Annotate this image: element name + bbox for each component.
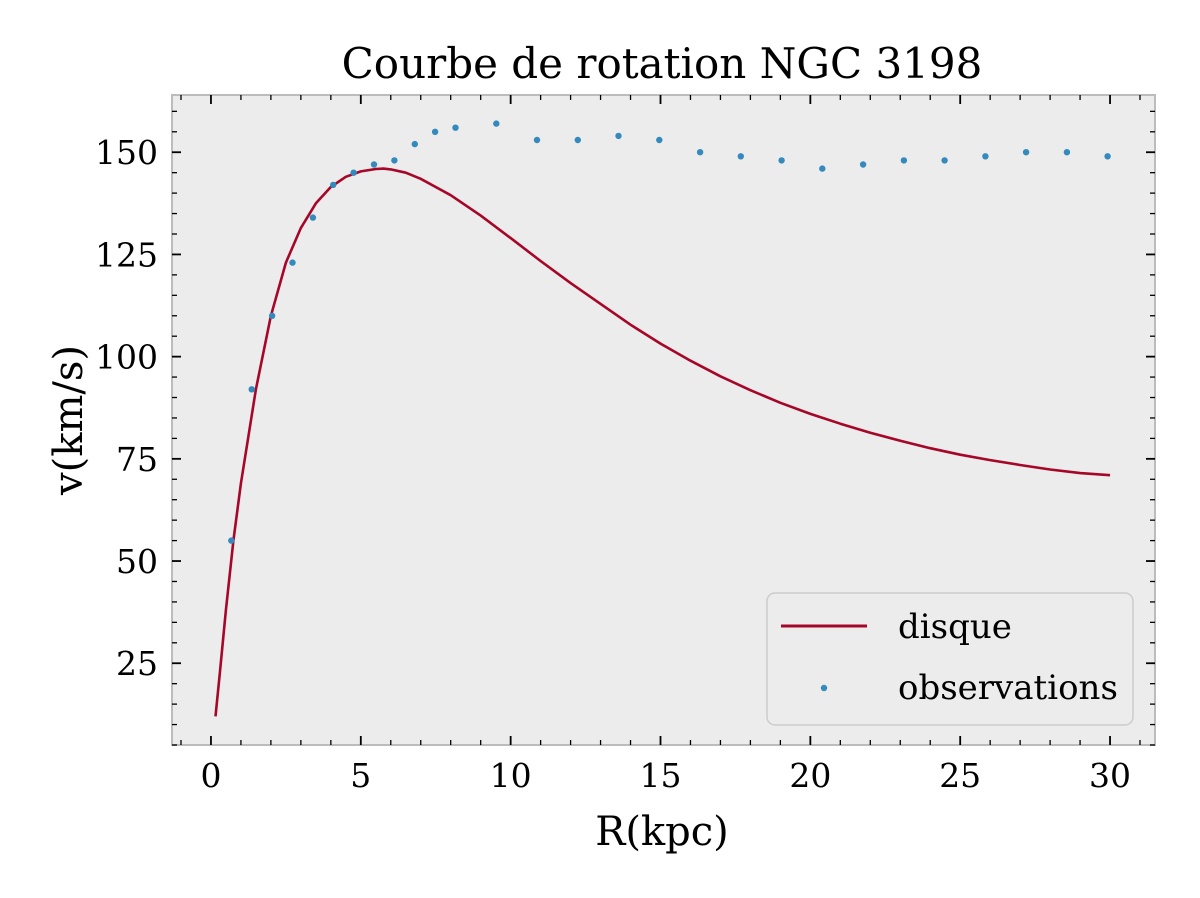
data-point-observations	[900, 157, 908, 164]
data-point-observations	[309, 214, 317, 221]
data-point-observations	[982, 153, 989, 160]
y-tick-label: 150	[95, 133, 158, 172]
y-tick-label: 100	[95, 338, 158, 377]
data-point-observations	[941, 157, 948, 164]
legend-label-observations: observations	[898, 668, 1118, 708]
data-point-observations	[737, 153, 744, 160]
legend-marker-swatch	[820, 684, 828, 692]
legend-label-disque: disque	[898, 607, 1012, 647]
data-point-observations	[1063, 149, 1071, 156]
data-point-observations	[289, 259, 296, 266]
legend: disque observations	[766, 592, 1134, 726]
series-line-disque	[214, 167, 1111, 717]
x-tick-label: 10	[490, 756, 532, 795]
data-point-observations	[533, 136, 541, 144]
data-point-observations	[391, 157, 398, 164]
y-tick-label: 75	[116, 440, 158, 479]
x-axis-label: R(kpc)	[595, 809, 729, 855]
data-point-observations	[228, 537, 235, 544]
data-point-observations	[411, 140, 418, 148]
data-point-observations	[574, 136, 581, 144]
data-point-observations	[615, 132, 622, 140]
plot-frame	[171, 94, 1156, 746]
data-point-observations	[350, 169, 357, 176]
data-point-observations	[431, 128, 439, 135]
data-point-observations	[370, 161, 378, 168]
data-point-observations	[452, 124, 459, 131]
y-tick-label: 50	[116, 542, 158, 581]
x-tick-label: 30	[1089, 756, 1131, 795]
data-point-observations	[1022, 149, 1030, 156]
data-point-observations	[330, 181, 337, 189]
data-point-observations	[819, 165, 826, 172]
y-tick-label: 125	[95, 235, 158, 274]
x-tick-label: 15	[640, 756, 682, 795]
y-axis-label: v(km/s)	[46, 345, 92, 496]
data-point-observations	[656, 136, 663, 144]
y-tick-label: 25	[116, 644, 158, 683]
data-point-observations	[248, 386, 255, 393]
x-tick-label: 25	[939, 756, 981, 795]
x-tick-label: 0	[200, 756, 221, 795]
x-tick-label: 20	[789, 756, 831, 795]
data-point-observations	[268, 312, 276, 319]
data-point-observations	[859, 161, 867, 168]
data-point-observations	[778, 157, 785, 164]
data-point-observations	[696, 149, 704, 156]
chart-title: Courbe de rotation NGC 3198	[342, 39, 983, 88]
data-point-observations	[1104, 153, 1111, 160]
x-tick-label: 5	[350, 756, 371, 795]
data-point-observations	[493, 120, 500, 127]
